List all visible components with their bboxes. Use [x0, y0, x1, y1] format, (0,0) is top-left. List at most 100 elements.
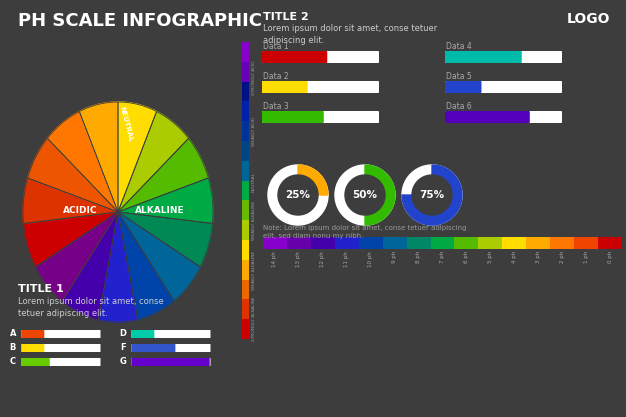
- Text: Data 6: Data 6: [446, 102, 472, 111]
- Text: Data 2: Data 2: [263, 72, 289, 81]
- Text: Note: Lorem ipsum dolor sit amet, conse tetuer adipiscing
elit, sed diam nonu my: Note: Lorem ipsum dolor sit amet, conse …: [263, 225, 466, 239]
- Bar: [502, 237, 526, 249]
- Polygon shape: [28, 138, 118, 212]
- Polygon shape: [118, 102, 156, 212]
- Text: 1 ph: 1 ph: [583, 251, 588, 263]
- Bar: [242, 280, 249, 299]
- Polygon shape: [118, 178, 213, 224]
- Polygon shape: [335, 165, 395, 225]
- FancyBboxPatch shape: [131, 344, 175, 352]
- Text: LOGO: LOGO: [567, 12, 610, 26]
- FancyBboxPatch shape: [445, 51, 562, 63]
- Bar: [242, 201, 249, 220]
- Bar: [242, 42, 249, 62]
- Bar: [407, 237, 431, 249]
- Text: C: C: [10, 357, 16, 367]
- FancyBboxPatch shape: [21, 358, 50, 366]
- Polygon shape: [402, 165, 462, 225]
- FancyBboxPatch shape: [262, 81, 308, 93]
- Bar: [242, 82, 249, 101]
- Polygon shape: [365, 165, 395, 225]
- Polygon shape: [278, 175, 318, 215]
- Bar: [263, 237, 287, 249]
- Bar: [242, 260, 249, 280]
- Bar: [598, 237, 622, 249]
- Text: STRONGLY ALKALINE: STRONGLY ALKALINE: [252, 296, 256, 341]
- Text: 12 ph: 12 ph: [321, 251, 326, 267]
- Text: Data 4: Data 4: [446, 42, 472, 51]
- Polygon shape: [412, 175, 452, 215]
- Bar: [242, 299, 249, 319]
- Bar: [382, 237, 407, 249]
- FancyBboxPatch shape: [131, 358, 210, 366]
- Text: Lorem ipsum dolor sit amet, conse
tetuer adipiscing elit.: Lorem ipsum dolor sit amet, conse tetuer…: [18, 297, 164, 318]
- Text: PH SCALE INFOGRAPHIC: PH SCALE INFOGRAPHIC: [18, 12, 262, 30]
- Text: ALKALINE: ALKALINE: [135, 206, 185, 214]
- Text: 9 ph: 9 ph: [392, 251, 397, 263]
- Polygon shape: [48, 111, 118, 212]
- Text: 4 ph: 4 ph: [512, 251, 517, 263]
- Bar: [242, 220, 249, 240]
- Bar: [287, 237, 311, 249]
- Text: 14 ph: 14 ph: [272, 251, 277, 267]
- Polygon shape: [36, 212, 118, 301]
- Text: 25%: 25%: [285, 190, 310, 200]
- FancyBboxPatch shape: [21, 330, 101, 338]
- Text: 75%: 75%: [419, 190, 444, 200]
- FancyBboxPatch shape: [445, 81, 562, 93]
- Bar: [311, 237, 335, 249]
- Text: TITLE 1: TITLE 1: [18, 284, 64, 294]
- Text: Data 3: Data 3: [263, 102, 289, 111]
- Bar: [335, 237, 359, 249]
- Bar: [454, 237, 478, 249]
- Text: WEAKLY ACID: WEAKLY ACID: [252, 117, 256, 146]
- Bar: [550, 237, 574, 249]
- Text: NEUTRAL: NEUTRAL: [252, 171, 256, 191]
- Text: 11 ph: 11 ph: [344, 251, 349, 267]
- Text: 0 ph: 0 ph: [608, 251, 612, 263]
- Polygon shape: [345, 175, 385, 215]
- Polygon shape: [118, 212, 200, 301]
- Text: WEAKLY ALKALINE: WEAKLY ALKALINE: [252, 251, 256, 290]
- Polygon shape: [118, 111, 188, 212]
- Bar: [242, 319, 249, 339]
- FancyBboxPatch shape: [262, 51, 327, 63]
- Text: 5 ph: 5 ph: [488, 251, 493, 263]
- Text: D: D: [119, 329, 126, 339]
- FancyBboxPatch shape: [445, 81, 481, 93]
- Text: NEUTRAL: NEUTRAL: [118, 106, 133, 142]
- Polygon shape: [98, 212, 138, 322]
- FancyBboxPatch shape: [262, 111, 379, 123]
- Text: 50%: 50%: [352, 190, 377, 200]
- Text: Lorem ipsum dolor sit amet, conse tetuer
adipiscing elit.: Lorem ipsum dolor sit amet, conse tetuer…: [263, 24, 437, 45]
- Polygon shape: [23, 178, 118, 224]
- Text: 7 ph: 7 ph: [440, 251, 445, 263]
- Text: 3 ph: 3 ph: [536, 251, 541, 263]
- FancyBboxPatch shape: [131, 358, 210, 366]
- FancyBboxPatch shape: [21, 330, 44, 338]
- Text: 10 ph: 10 ph: [368, 251, 373, 267]
- Bar: [242, 62, 249, 82]
- FancyBboxPatch shape: [21, 358, 101, 366]
- Polygon shape: [24, 212, 118, 267]
- Polygon shape: [268, 165, 328, 225]
- FancyBboxPatch shape: [262, 81, 379, 93]
- Text: Data 5: Data 5: [446, 72, 472, 81]
- Text: A: A: [9, 329, 16, 339]
- FancyBboxPatch shape: [131, 344, 210, 352]
- FancyBboxPatch shape: [445, 111, 562, 123]
- Text: 2 ph: 2 ph: [560, 251, 565, 263]
- FancyBboxPatch shape: [131, 330, 155, 338]
- Polygon shape: [118, 212, 212, 267]
- Text: 8 ph: 8 ph: [416, 251, 421, 263]
- Bar: [242, 141, 249, 161]
- Polygon shape: [402, 165, 462, 225]
- Text: B: B: [9, 344, 16, 352]
- Bar: [242, 121, 249, 141]
- Text: 6 ph: 6 ph: [464, 251, 469, 263]
- Bar: [242, 181, 249, 201]
- Text: 13 ph: 13 ph: [296, 251, 301, 267]
- FancyBboxPatch shape: [262, 51, 379, 63]
- FancyBboxPatch shape: [445, 111, 530, 123]
- Bar: [431, 237, 454, 249]
